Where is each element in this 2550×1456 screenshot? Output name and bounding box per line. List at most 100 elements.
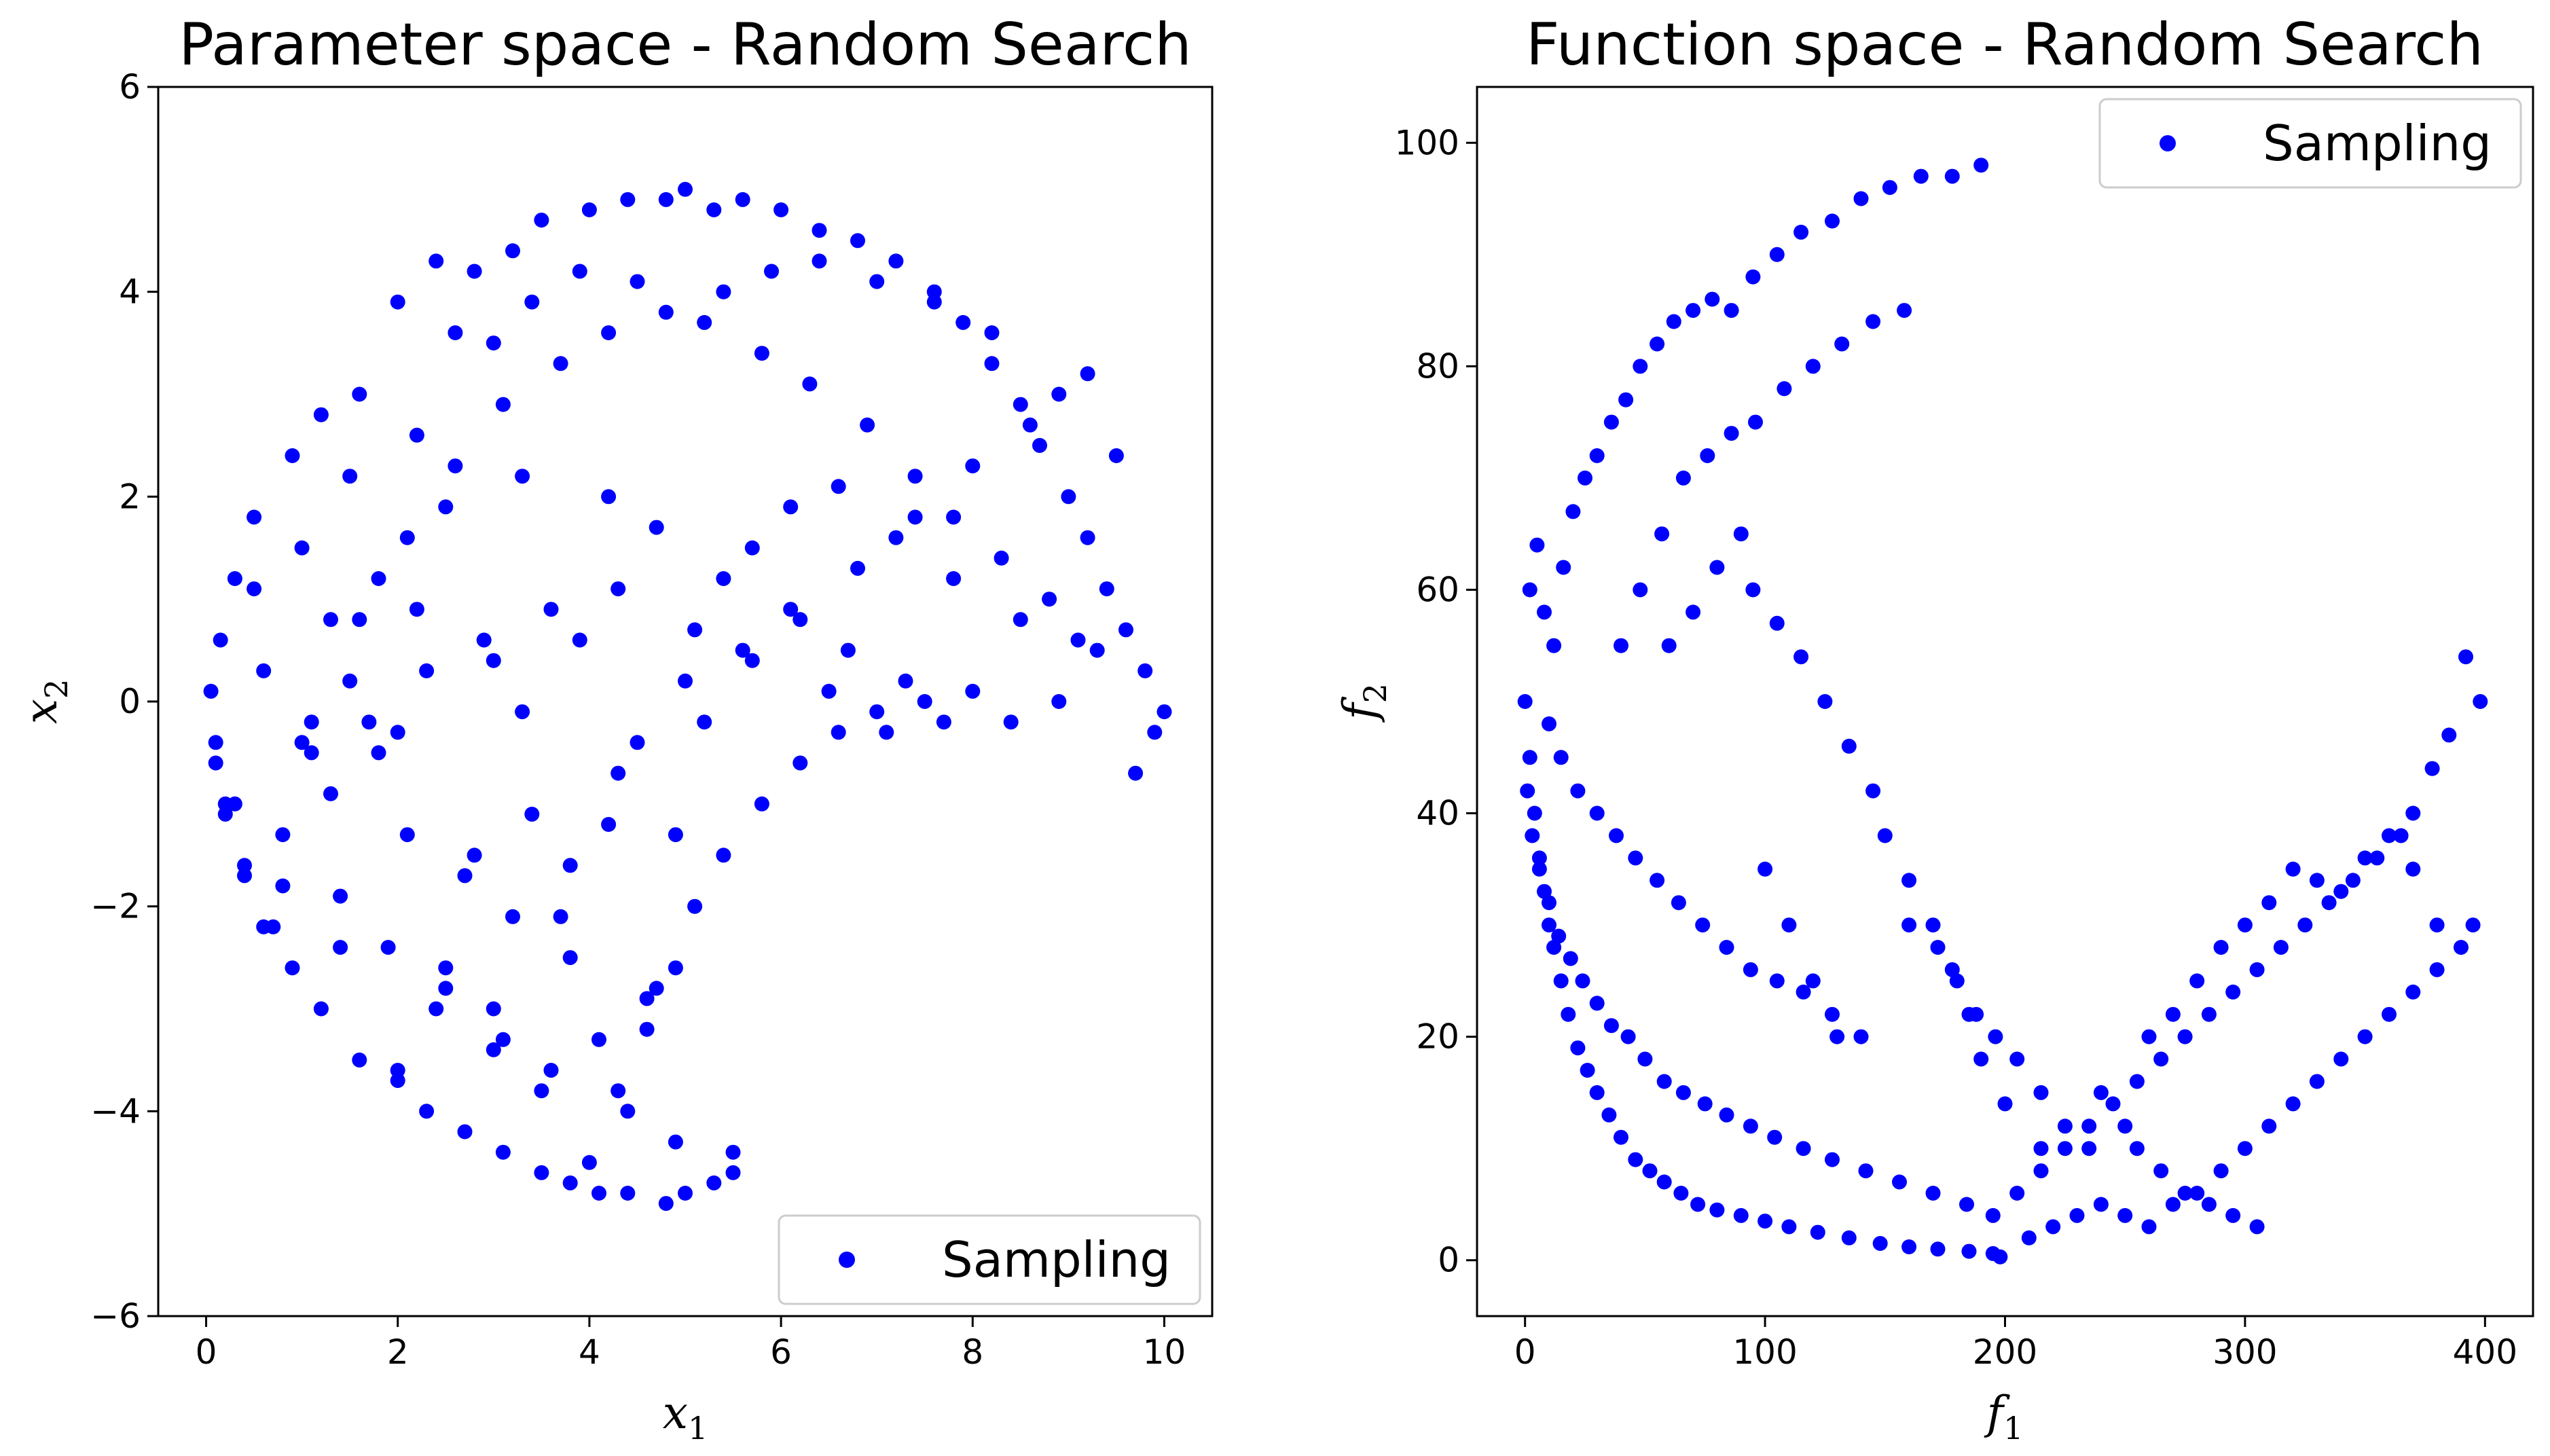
data-point	[2225, 1207, 2241, 1223]
data-point	[543, 602, 559, 617]
data-point	[793, 612, 808, 627]
data-point	[1841, 1230, 1857, 1245]
data-point	[352, 386, 367, 402]
function-space-chart: Function space - Random Search 0 100 200 30…	[1334, 11, 2534, 1446]
data-point	[553, 356, 568, 371]
data-point	[1892, 1174, 1907, 1190]
data-point	[1578, 470, 1592, 486]
legend-label: Sampling	[942, 1231, 1171, 1288]
data-point	[1650, 336, 1665, 352]
x-tick-label: 8	[962, 1332, 983, 1372]
data-point	[658, 304, 674, 320]
data-point	[1529, 537, 1545, 553]
data-point	[333, 940, 348, 955]
data-point	[601, 817, 617, 832]
data-point	[371, 571, 386, 586]
data-point	[256, 663, 272, 678]
data-point	[1520, 783, 1535, 799]
data-point	[2225, 984, 2241, 1000]
y-tick-label: 60	[1416, 570, 1459, 609]
data-point	[1603, 1018, 1619, 1034]
data-point	[1671, 895, 1686, 911]
data-point	[285, 448, 300, 463]
data-point	[275, 827, 291, 843]
data-point	[2177, 1029, 2193, 1044]
y-tick-label: 0	[1438, 1241, 1459, 1280]
data-point	[1925, 1186, 1941, 1201]
data-point	[237, 868, 252, 884]
data-point	[1042, 592, 1057, 607]
data-point	[840, 642, 856, 658]
data-point	[581, 1154, 597, 1170]
data-point	[1614, 638, 1628, 653]
data-point	[562, 1175, 578, 1190]
data-point	[304, 714, 319, 730]
data-point	[955, 314, 971, 330]
data-point	[2141, 1029, 2157, 1044]
data-point	[352, 1052, 367, 1068]
y-tick-label: 0	[119, 682, 141, 721]
data-point	[2333, 884, 2349, 899]
legend: Sampling	[778, 1214, 1201, 1305]
data-point	[534, 213, 549, 228]
data-point	[1743, 962, 1758, 977]
data-point	[2117, 1118, 2133, 1134]
data-point	[754, 346, 769, 361]
data-point	[285, 960, 300, 976]
data-point	[2473, 694, 2488, 709]
data-point	[562, 858, 578, 873]
data-point	[994, 550, 1009, 566]
y-tick-label: −4	[90, 1091, 141, 1131]
data-point	[965, 458, 981, 474]
data-point	[1695, 917, 1711, 933]
y-axis-label-subscript: 2	[38, 679, 75, 699]
data-point	[399, 530, 415, 545]
data-point	[1080, 530, 1095, 545]
data-point	[313, 1001, 329, 1017]
data-point	[1156, 704, 1172, 720]
data-point	[2261, 1118, 2277, 1134]
data-point	[725, 1165, 741, 1180]
data-point	[457, 1124, 473, 1140]
data-point	[1793, 649, 1809, 665]
data-point	[898, 673, 913, 689]
tick-group: 0 100 200 300 400 0 20 40 60 80 100	[1395, 123, 2517, 1372]
data-point	[2081, 1141, 2097, 1157]
data-point	[2081, 1118, 2097, 1134]
data-point	[2021, 1230, 2037, 1245]
data-point	[639, 991, 655, 1006]
data-point	[1589, 448, 1605, 463]
data-point	[1724, 303, 1739, 318]
data-point	[534, 1165, 549, 1180]
data-point	[2057, 1141, 2073, 1157]
data-point	[1757, 1214, 1773, 1229]
data-point	[1556, 560, 1571, 575]
data-point	[486, 1042, 501, 1057]
data-point	[2429, 917, 2445, 933]
data-point	[524, 806, 540, 822]
data-point	[1013, 397, 1028, 412]
y-tick-label: 2	[119, 477, 141, 516]
data-point	[333, 888, 348, 904]
data-point	[1781, 917, 1797, 933]
data-point	[390, 725, 405, 740]
data-point	[1825, 213, 1840, 229]
legend-box	[2098, 98, 2522, 189]
data-point	[1745, 582, 1761, 598]
y-axis-label-main: x	[15, 699, 67, 724]
data-point	[946, 571, 962, 586]
plot-frame	[157, 86, 1214, 1317]
data-point	[524, 294, 540, 310]
data-point	[2189, 973, 2205, 989]
data-point	[476, 632, 492, 648]
data-point	[687, 898, 703, 914]
data-point	[247, 581, 262, 597]
data-point	[237, 858, 252, 873]
data-point	[1825, 1006, 1840, 1022]
data-point	[1724, 426, 1739, 441]
data-point	[678, 1186, 693, 1201]
data-point	[888, 253, 904, 269]
data-point	[1108, 448, 1124, 463]
data-point	[572, 632, 587, 648]
data-point	[1733, 1207, 1749, 1223]
